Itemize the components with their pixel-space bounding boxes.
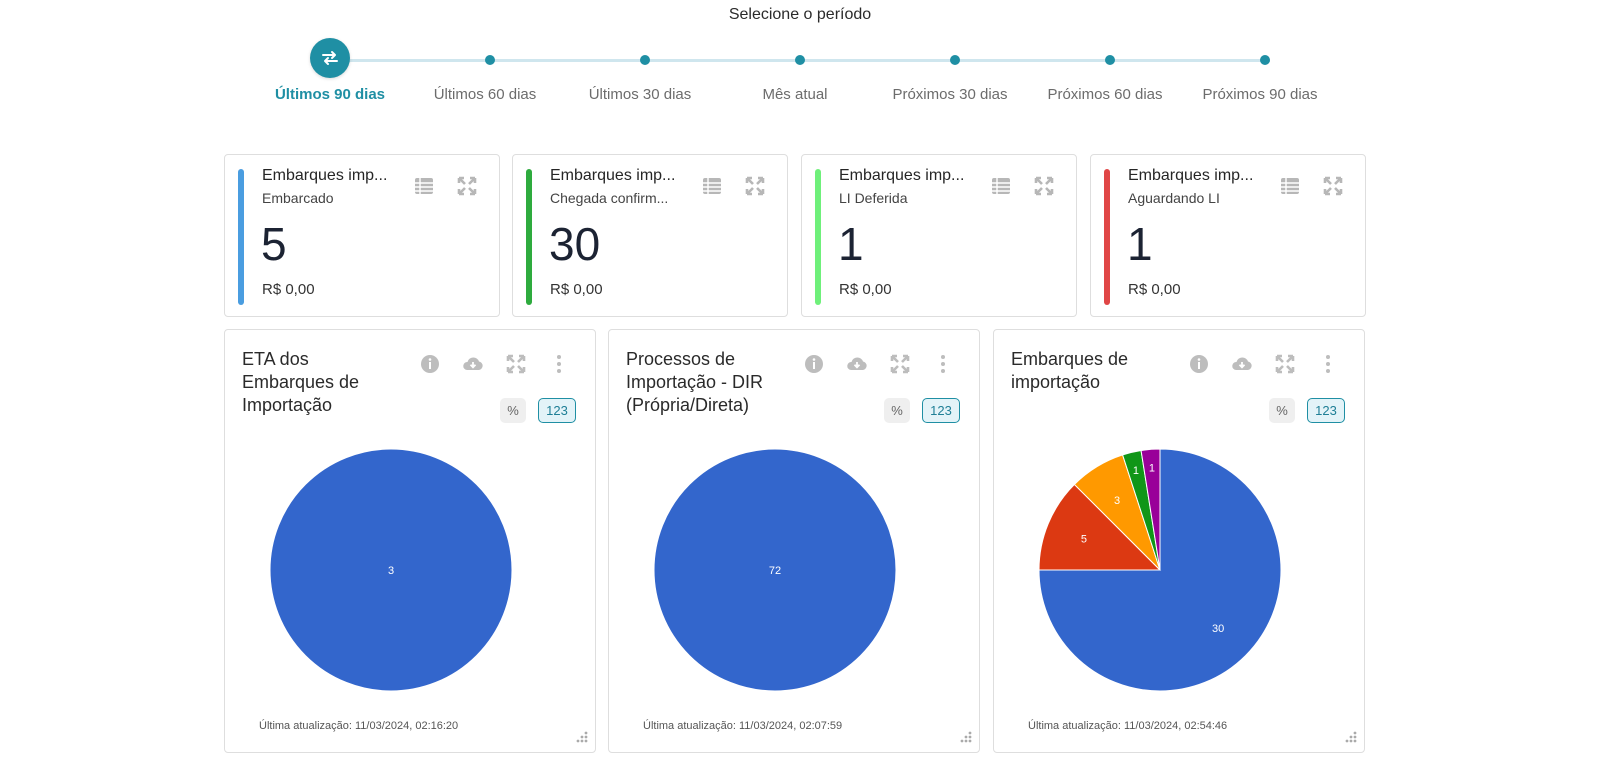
last-updated-text: Última atualização: 11/03/2024, 02:07:59 (643, 720, 843, 732)
period-dot-next-30[interactable] (950, 55, 960, 65)
kpi-title: Embarques imp... (262, 167, 388, 184)
kpi-amount: R$ 0,00 (262, 281, 315, 298)
pie-slice-label: 1 (1133, 465, 1139, 477)
kpi-count: 1 (1127, 218, 1153, 270)
period-label-current-month[interactable]: Mês atual (762, 86, 828, 103)
kpi-title: Embarques imp... (1128, 167, 1254, 184)
pie-slice[interactable] (653, 448, 897, 692)
more-vertical-icon[interactable] (547, 352, 571, 376)
pie-chart: 3 (269, 448, 513, 692)
info-icon[interactable] (418, 352, 442, 376)
more-vertical-icon[interactable] (1316, 352, 1340, 376)
last-updated-text: Última atualização: 11/03/2024, 02:16:20 (259, 720, 459, 732)
pie-slice-label: 72 (769, 565, 781, 577)
percent-format-button[interactable]: % (884, 398, 910, 423)
pie-slice-label: 30 (1212, 623, 1224, 635)
expand-icon[interactable] (504, 352, 528, 376)
expand-icon[interactable] (1273, 352, 1297, 376)
period-label-last-90[interactable]: Últimos 90 dias (274, 86, 386, 103)
cloud-download-icon[interactable] (1230, 352, 1254, 376)
number-format-button[interactable]: 123 (922, 398, 960, 423)
pie-chart: 30 5 3 1 1 (1038, 448, 1282, 692)
table-icon[interactable] (701, 175, 723, 197)
period-label-next-90[interactable]: Próximos 90 dias (1202, 86, 1318, 103)
pie-slice-label: 3 (1114, 495, 1120, 507)
pie-slice[interactable] (1140, 448, 1161, 571)
percent-format-button[interactable]: % (1269, 398, 1295, 423)
expand-icon[interactable] (1033, 175, 1055, 197)
number-format-button[interactable]: 123 (538, 398, 576, 423)
kpi-status-bar (815, 169, 821, 305)
chart-card-eta-embarques: ETA dos Embarques de Importação % 123 3 … (224, 329, 596, 753)
kpi-count: 1 (838, 218, 864, 270)
period-label-next-60[interactable]: Próximos 60 dias (1047, 86, 1163, 103)
last-updated-text: Última atualização: 11/03/2024, 02:54:46 (1028, 720, 1228, 732)
swap-arrows-icon (322, 51, 338, 65)
expand-icon[interactable] (888, 352, 912, 376)
pie-slice[interactable] (269, 448, 513, 692)
kpi-title: Embarques imp... (550, 167, 676, 184)
pie-slice[interactable] (1038, 483, 1162, 571)
period-dot-next-90[interactable] (1260, 55, 1270, 65)
pie-slice-label: 1 (1149, 462, 1155, 474)
period-dot-last-30[interactable] (640, 55, 650, 65)
kpi-card-li-deferida: Embarques imp... LI Deferida 1 R$ 0,00 (801, 154, 1077, 317)
kpi-amount: R$ 0,00 (1128, 281, 1181, 298)
pie-chart: 72 (653, 448, 897, 692)
kpi-subtitle: Aguardando LI (1128, 190, 1220, 206)
kpi-card-aguardando-li: Embarques imp... Aguardando LI 1 R$ 0,00 (1090, 154, 1366, 317)
cloud-download-icon[interactable] (461, 352, 485, 376)
resize-handle-icon[interactable] (957, 730, 973, 746)
period-dot-next-60[interactable] (1105, 55, 1115, 65)
info-icon[interactable] (802, 352, 826, 376)
kpi-amount: R$ 0,00 (839, 281, 892, 298)
kpi-card-chegada-confirmada: Embarques imp... Chegada confirm... 30 R… (512, 154, 788, 317)
chart-card-processos-dir: Processos de Importação - DIR (Própria/D… (608, 329, 980, 753)
period-dot-last-60[interactable] (485, 55, 495, 65)
resize-handle-icon[interactable] (1342, 730, 1358, 746)
kpi-subtitle: Chegada confirm... (550, 190, 669, 206)
table-icon[interactable] (413, 175, 435, 197)
table-icon[interactable] (1279, 175, 1301, 197)
kpi-status-bar (1104, 169, 1110, 305)
pie-slice-label: 5 (1081, 534, 1087, 546)
chart-card-embarques-importacao: Embarques de importação % 123 30 5 3 1 1 Últ… (993, 329, 1365, 753)
kpi-amount: R$ 0,00 (550, 281, 603, 298)
period-dot-current-month[interactable] (795, 55, 805, 65)
chart-title: Processos de Importação - DIR (Própria/D… (626, 349, 764, 415)
period-label-next-30[interactable]: Próximos 30 dias (892, 86, 1008, 103)
period-label-last-30[interactable]: Últimos 30 dias (588, 86, 692, 103)
chart-title: ETA dos Embarques de Importação (242, 349, 360, 415)
more-vertical-icon[interactable] (931, 352, 955, 376)
expand-icon[interactable] (744, 175, 766, 197)
table-icon[interactable] (990, 175, 1012, 197)
resize-handle-icon[interactable] (573, 730, 589, 746)
kpi-subtitle: LI Deferida (839, 190, 908, 206)
kpi-card-embarcado: Embarques imp... Embarcado 5 R$ 0,00 (224, 154, 500, 317)
kpi-subtitle: Embarcado (262, 190, 334, 206)
period-dot-last-90[interactable] (310, 38, 350, 78)
pie-slice-label: 3 (388, 565, 394, 577)
kpi-title: Embarques imp... (839, 167, 965, 184)
info-icon[interactable] (1187, 352, 1211, 376)
period-selector-title: Selecione o período (728, 6, 872, 23)
kpi-status-bar (238, 169, 244, 305)
period-label-last-60[interactable]: Últimos 60 dias (433, 86, 537, 103)
kpi-status-bar (526, 169, 532, 305)
percent-format-button[interactable]: % (500, 398, 526, 423)
kpi-count: 30 (549, 218, 601, 270)
cloud-download-icon[interactable] (845, 352, 869, 376)
kpi-count: 5 (261, 218, 287, 270)
expand-icon[interactable] (1322, 175, 1344, 197)
chart-title: Embarques de importação (1011, 349, 1129, 392)
expand-icon[interactable] (456, 175, 478, 197)
number-format-button[interactable]: 123 (1307, 398, 1345, 423)
